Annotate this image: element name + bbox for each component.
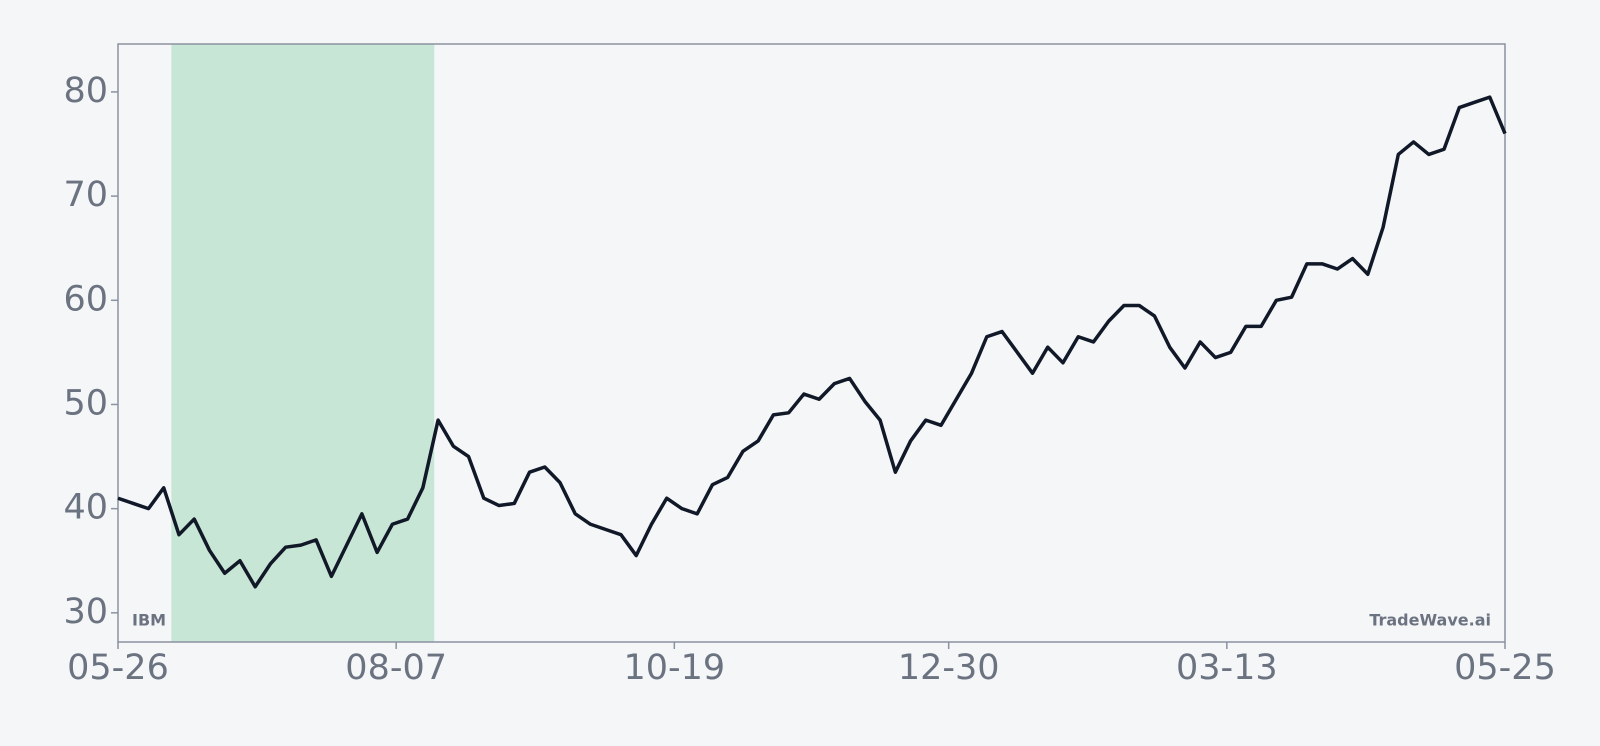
- y-tick-label: 50: [63, 383, 108, 423]
- x-tick-label: 05-26: [67, 648, 169, 688]
- x-tick-label: 05-25: [1454, 648, 1556, 688]
- x-tick-label: 03-13: [1176, 648, 1278, 688]
- y-tick-label: 60: [63, 279, 108, 319]
- y-tick-label: 80: [63, 71, 108, 111]
- price-line: [117, 95, 1507, 589]
- x-tick-label: 12-30: [898, 648, 1000, 688]
- y-tick-label: 70: [63, 175, 108, 215]
- plot-frame: [117, 43, 1506, 643]
- x-tick-label: 08-07: [345, 648, 447, 688]
- watermark: TradeWave.ai: [1369, 611, 1491, 630]
- x-tick-label: 10-19: [623, 648, 725, 688]
- y-tick-label: 40: [63, 488, 108, 528]
- highlight-band: [171, 44, 435, 642]
- y-tick-label: 30: [63, 592, 108, 632]
- ticker-label: IBM: [132, 611, 166, 630]
